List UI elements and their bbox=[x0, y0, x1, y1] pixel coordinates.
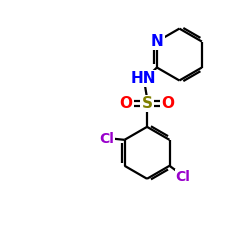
Text: O: O bbox=[120, 96, 132, 111]
Text: HN: HN bbox=[130, 71, 156, 86]
Text: N: N bbox=[150, 34, 163, 49]
Text: S: S bbox=[142, 96, 152, 111]
Text: O: O bbox=[162, 96, 174, 111]
Text: Cl: Cl bbox=[176, 170, 190, 184]
Text: Cl: Cl bbox=[99, 132, 114, 145]
